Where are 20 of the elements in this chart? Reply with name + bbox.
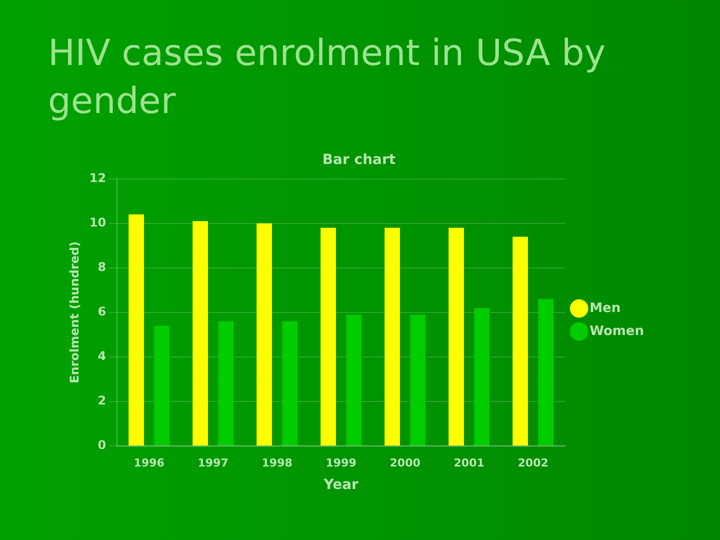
y-tick-label: 10 [89,215,106,230]
x-tick-label: 1999 [326,456,356,470]
y-tick-label: 8 [98,260,106,274]
legend-label: Men [590,300,621,316]
y-tick-label: 12 [89,170,106,185]
x-tick-label: 1996 [134,456,165,470]
chart-subtitle: Bar chart [322,152,396,168]
x-tick-label: 2001 [454,456,484,470]
y-tick-label: 4 [98,349,106,364]
x-tick-label: 2000 [390,456,421,470]
x-tick-label: 2002 [518,456,548,470]
x-axis-title: Year [322,477,359,494]
y-tick-label: 6 [98,304,106,319]
y-tick-label: 0 [98,438,106,452]
y-tick-label: 2 [98,394,106,408]
legend-label: Women [590,324,644,339]
y-axis-title: Enrolment (hundred) [67,241,82,384]
x-tick-label: 1997 [198,456,228,470]
x-tick-label: 1998 [262,456,292,470]
chart-title: HIV cases enrolment in USA by gender [48,32,607,124]
